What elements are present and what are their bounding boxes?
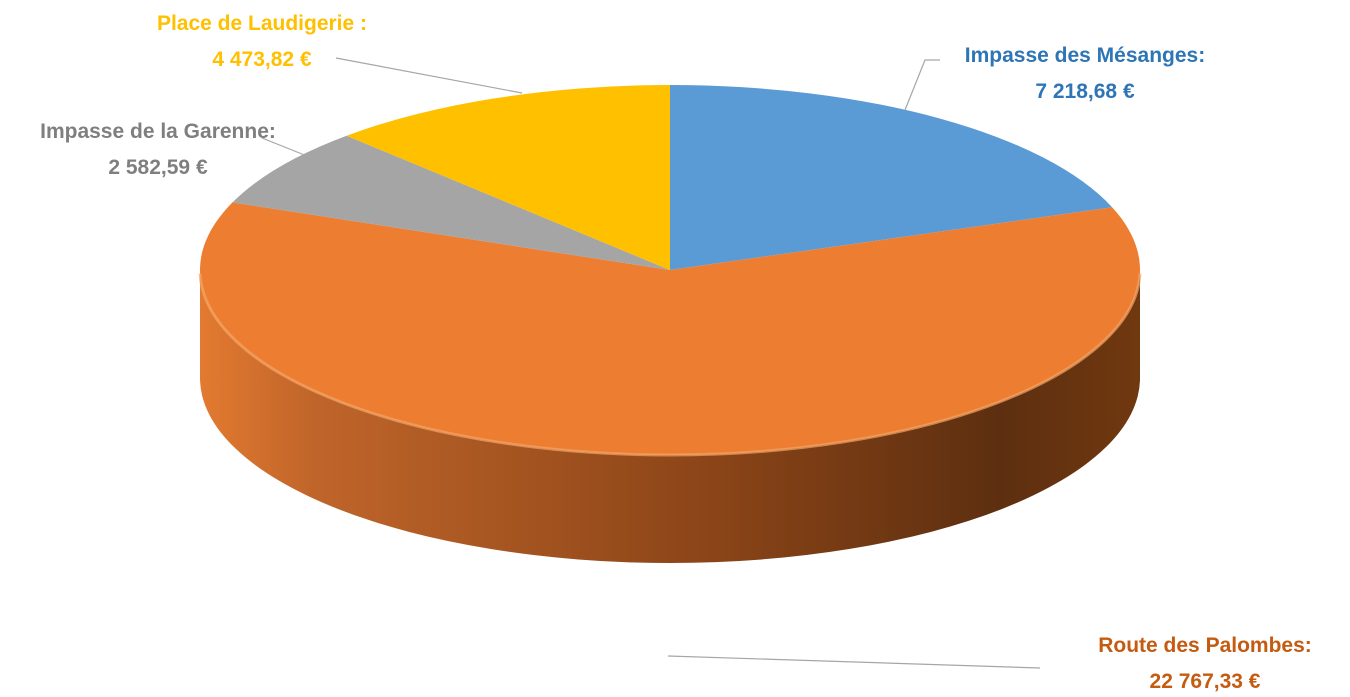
- pie-top-group: [198, 85, 1142, 457]
- data-label-value-impasse-de-la-garenne: 2 582,59 €: [108, 156, 208, 179]
- data-label-value-route-des-palombes: 22 767,33 €: [1150, 670, 1261, 693]
- leader-line-impasse-des-mesanges: [904, 59, 940, 111]
- leader-lines-group: [261, 57, 1041, 669]
- pie-side-route-des-palombes: [200, 270, 1140, 563]
- data-label-name-impasse-de-la-garenne: Impasse de la Garenne:: [40, 120, 276, 143]
- data-label-value-place-de-laudigerie: 4 473,82 €: [212, 48, 312, 71]
- pie-slice-place-de-laudigerie: [346, 85, 670, 270]
- data-label-value-impasse-des-mesanges: 7 218,68 €: [1035, 80, 1135, 103]
- data-label-name-place-de-laudigerie: Place de Laudigerie :: [157, 12, 367, 35]
- data-label-name-route-des-palombes: Route des Palombes:: [1098, 634, 1312, 657]
- pie-slice-impasse-des-mesanges: [670, 85, 1113, 270]
- data-labels-group: Impasse des Mésanges: 7 218,68 € Route des…: [40, 12, 1312, 693]
- leader-line-place-de-laudigerie: [335, 57, 523, 94]
- pie-rim-highlight: [198, 273, 1142, 457]
- pie-side-group: [200, 270, 1140, 563]
- leader-line-route-des-palombes: [667, 655, 1041, 669]
- pie-slice-route-des-palombes: [199, 202, 1141, 456]
- leader-line-impasse-de-la-garenne: [261, 137, 323, 163]
- pie-slice-impasse-de-la-garenne: [232, 135, 670, 270]
- data-label-name-impasse-des-mesanges: Impasse des Mésanges:: [965, 44, 1205, 67]
